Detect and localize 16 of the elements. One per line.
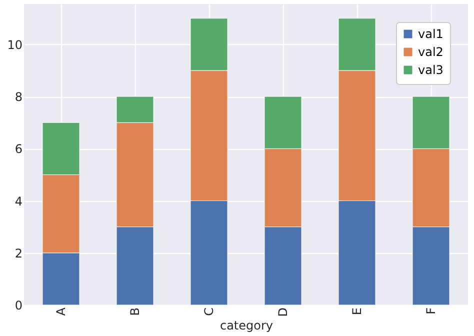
x-tick-label: E xyxy=(350,308,364,316)
y-tick-label: 6 xyxy=(14,142,22,156)
x-tick-label: B xyxy=(128,308,142,316)
x-tick-label: A xyxy=(54,306,68,316)
y-tick-label: 0 xyxy=(14,298,22,312)
y-tick-label: 8 xyxy=(14,90,22,104)
x-tick-label: C xyxy=(202,308,216,316)
x-axis-title: category xyxy=(220,318,274,333)
legend-label: val2 xyxy=(418,45,444,59)
y-tick-label: 4 xyxy=(14,194,22,208)
legend-label: val1 xyxy=(418,27,444,41)
y-tick-label: 10 xyxy=(7,38,22,52)
x-tick-label: F xyxy=(424,307,438,314)
y-tick-label: 2 xyxy=(14,246,22,260)
legend-label: val3 xyxy=(418,63,444,77)
x-tick-label: D xyxy=(276,308,290,317)
